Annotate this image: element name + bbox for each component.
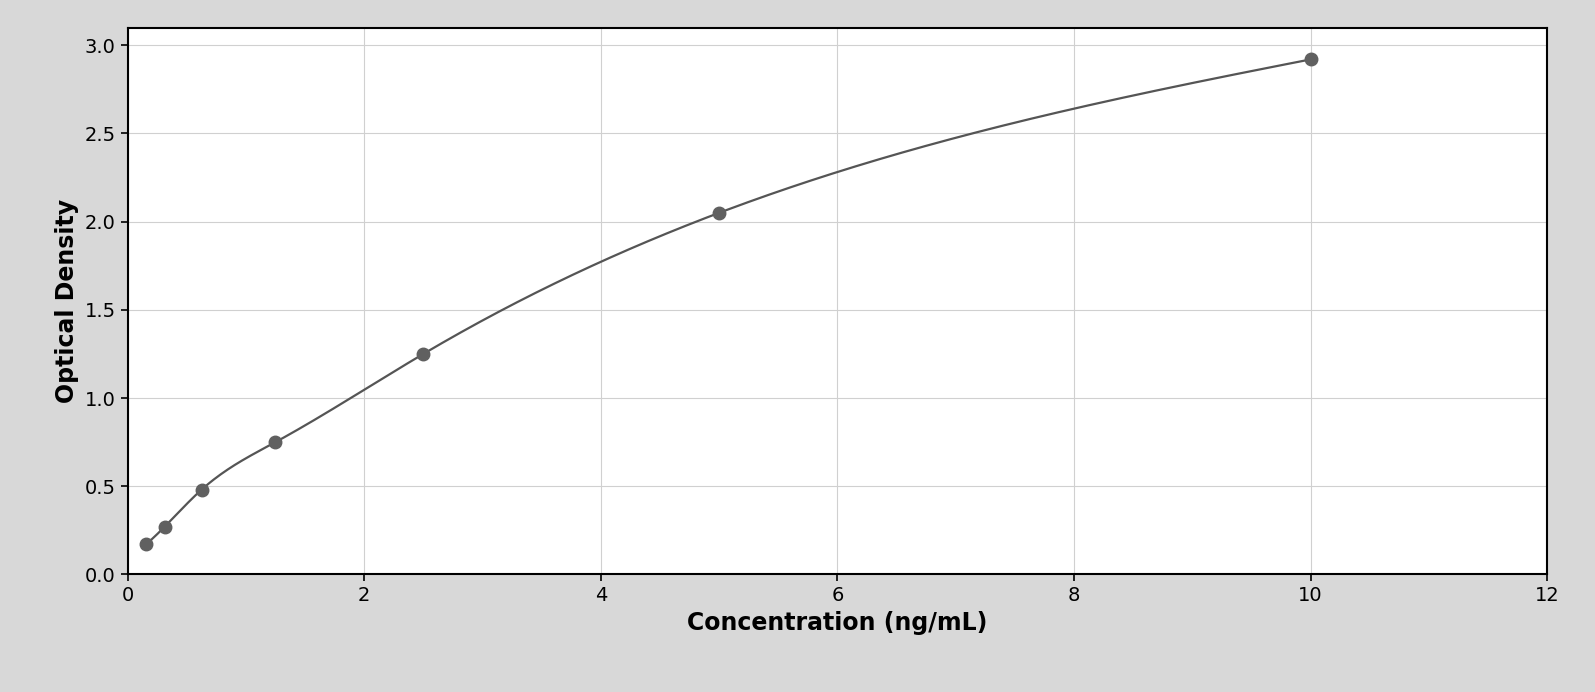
Y-axis label: Optical Density: Optical Density	[56, 199, 80, 403]
Point	[188, 484, 214, 495]
Point	[1298, 54, 1324, 65]
Point	[152, 521, 177, 532]
Point	[134, 539, 160, 550]
Point	[263, 437, 289, 448]
Point	[707, 208, 732, 219]
Point	[410, 348, 435, 359]
X-axis label: Concentration (ng/mL): Concentration (ng/mL)	[687, 611, 987, 635]
